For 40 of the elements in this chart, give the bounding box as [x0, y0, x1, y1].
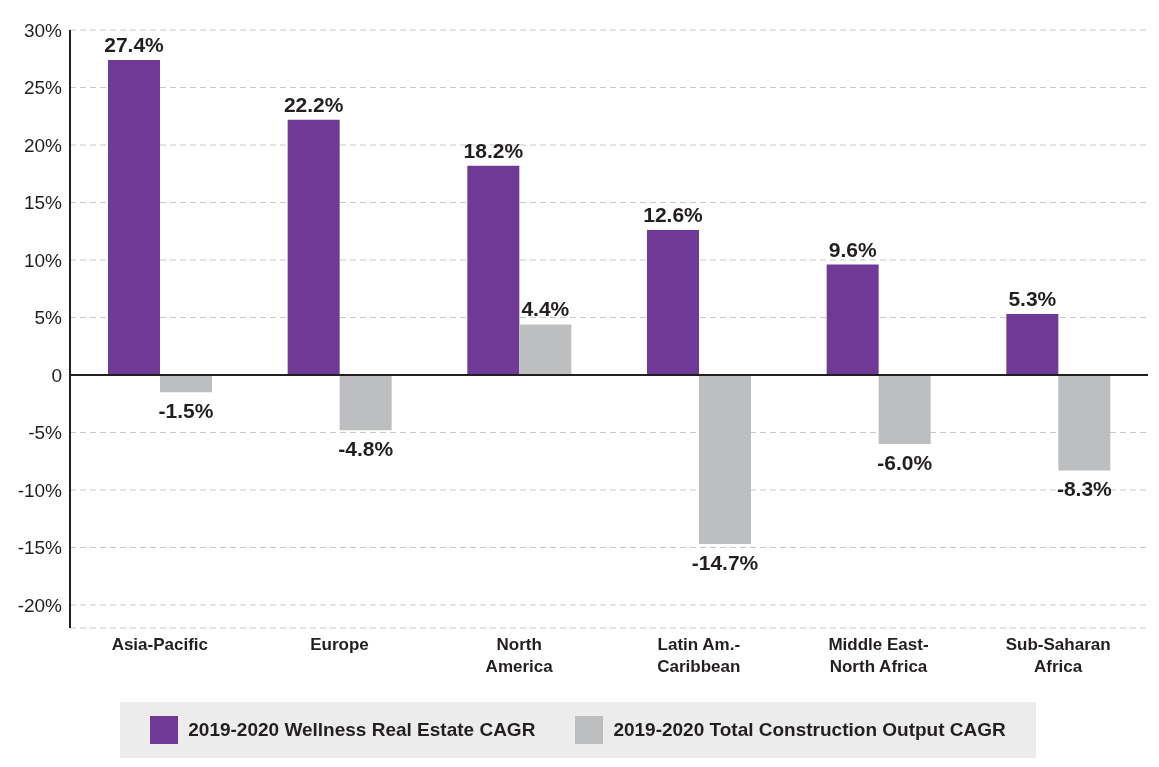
- x-tick-label: Asia-Pacific: [111, 635, 209, 654]
- data-label: -8.3%: [1056, 477, 1113, 501]
- x-tick-label: Sub-Saharan Africa: [1005, 635, 1111, 676]
- y-tick-label: 15%: [23, 192, 63, 214]
- data-label: -14.7%: [691, 551, 759, 575]
- x-tick-label: Latin Am.- Caribbean: [657, 635, 741, 676]
- data-label: 12.6%: [643, 203, 704, 227]
- bar: [647, 230, 699, 375]
- y-tick-label: 5%: [34, 307, 63, 329]
- y-tick-label: -15%: [17, 537, 63, 559]
- x-tick-label: North America: [485, 635, 554, 676]
- data-label: 22.2%: [283, 92, 344, 116]
- data-label: -6.0%: [877, 451, 933, 474]
- data-label: 5.3%: [1008, 287, 1057, 311]
- bar: [287, 119, 340, 375]
- legend-label: 2019-2020 Wellness Real Estate CAGR: [188, 719, 536, 741]
- data-label: 4.4%: [521, 297, 570, 321]
- y-tick-label: 25%: [23, 77, 63, 99]
- bar: [339, 375, 392, 431]
- bar: [826, 264, 879, 375]
- y-tick-label: 20%: [23, 134, 63, 156]
- bar: [1006, 314, 1059, 375]
- y-tick-label: -10%: [17, 479, 63, 501]
- y-tick-label: 10%: [23, 249, 63, 271]
- data-label: 18.2%: [463, 138, 524, 162]
- y-tick-label: 0: [51, 364, 62, 386]
- bar: [467, 165, 520, 375]
- x-tick-label: Middle East- North Africa: [828, 635, 929, 676]
- data-label: -4.8%: [338, 437, 394, 461]
- bar: [519, 324, 572, 375]
- legend-label: 2019-2020 Total Construction Output CAGR: [613, 719, 1006, 741]
- y-tick-label: 30%: [23, 19, 63, 41]
- bar: [108, 59, 160, 375]
- data-label: 27.4%: [104, 32, 165, 56]
- bar: [160, 375, 212, 393]
- x-tick-label: Europe: [310, 635, 369, 654]
- data-label: 9.6%: [828, 237, 877, 261]
- data-label: -1.5%: [158, 399, 214, 423]
- y-tick-label: -5%: [28, 422, 63, 444]
- y-tick-label: -20%: [17, 594, 63, 616]
